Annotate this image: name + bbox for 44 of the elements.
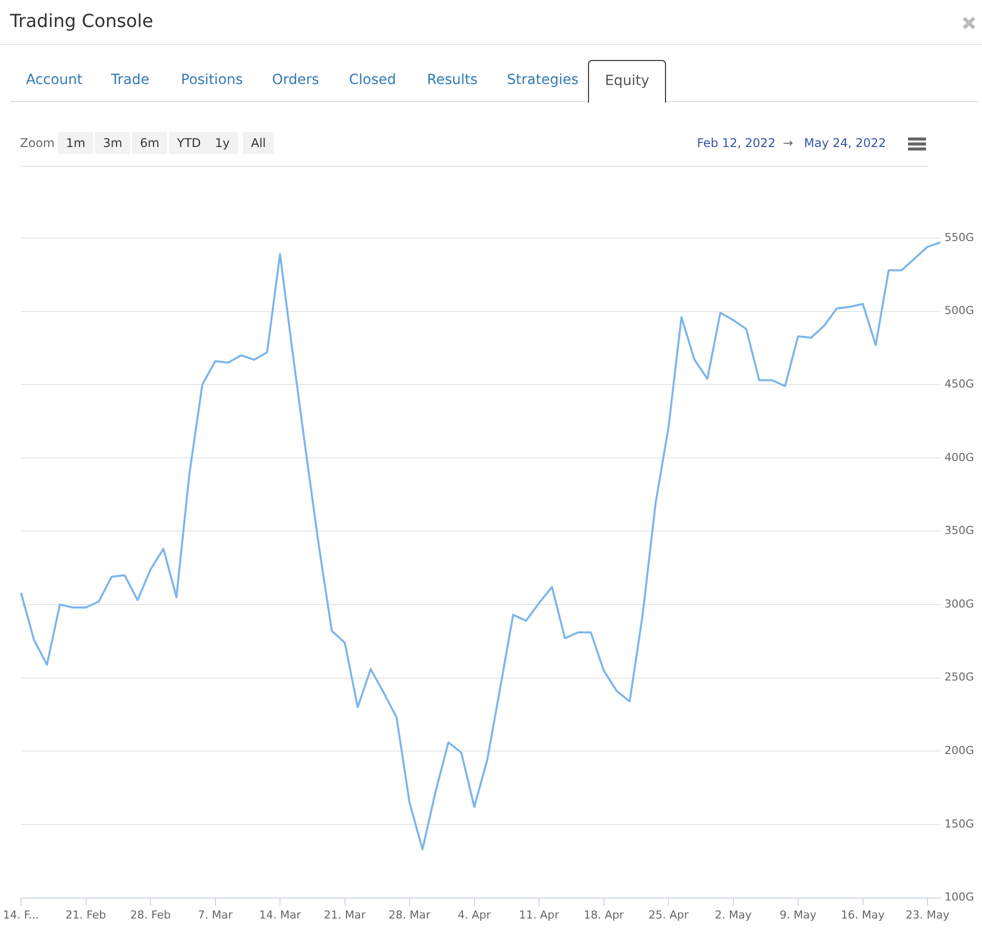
x-tick-label: 4. Apr	[458, 908, 492, 922]
x-tick-label: 7. Mar	[198, 908, 234, 922]
y-tick-label: 500G	[944, 304, 974, 318]
x-tick-label: 28. Feb	[130, 908, 171, 922]
chart-title: Trading Console	[10, 11, 154, 32]
y-tick-label: 250G	[944, 670, 974, 684]
y-tick-label: 200G	[944, 744, 974, 758]
x-tick-label: 14. F...	[2, 908, 40, 922]
text: Results	[426, 71, 479, 90]
text: May 24, 2022	[804, 135, 886, 152]
x-tick-label: 9. May	[780, 908, 817, 922]
y-tick-label: 400G	[944, 450, 974, 464]
x-tick-label: 18. Apr	[584, 908, 624, 922]
x-tick-label: 14. Mar	[259, 908, 302, 922]
text: Account	[25, 71, 84, 90]
text: 3m	[95, 132, 130, 154]
text: Positions	[180, 71, 244, 90]
text: Strategies	[506, 71, 580, 90]
text: Orders	[271, 71, 320, 90]
y-tick-label: 300G	[944, 597, 974, 610]
x-tick-label: 11. Apr	[519, 908, 560, 922]
x-tick-label: 23. May	[906, 908, 950, 922]
text: Trade	[110, 71, 150, 90]
text: 6m	[132, 132, 168, 154]
x-tick-label: 21. Feb	[66, 908, 106, 922]
text: All	[243, 132, 274, 154]
text: Closed	[348, 71, 398, 90]
x-tick-label: 25. Apr	[648, 908, 690, 922]
y-tick-label: 150G	[944, 817, 974, 830]
text: Equity	[588, 60, 666, 103]
x-tick-label: 28. Mar	[388, 908, 431, 922]
y-tick-label: 550G	[944, 230, 974, 244]
y-tick-label: 450G	[944, 377, 974, 390]
y-tick-label: 100G	[944, 890, 974, 904]
text: →	[783, 135, 794, 152]
text: 1y	[207, 132, 238, 154]
y-tick-label: 350G	[944, 524, 974, 538]
text: Feb 12, 2022	[697, 135, 776, 152]
x-tick-label: 16. May	[840, 908, 886, 922]
x-tick-label: 21. Mar	[324, 908, 366, 922]
text: Zoom	[20, 135, 55, 152]
x-tick-label: 2. May	[714, 908, 752, 922]
text: 1m	[58, 132, 94, 154]
text: YTD	[169, 132, 209, 154]
